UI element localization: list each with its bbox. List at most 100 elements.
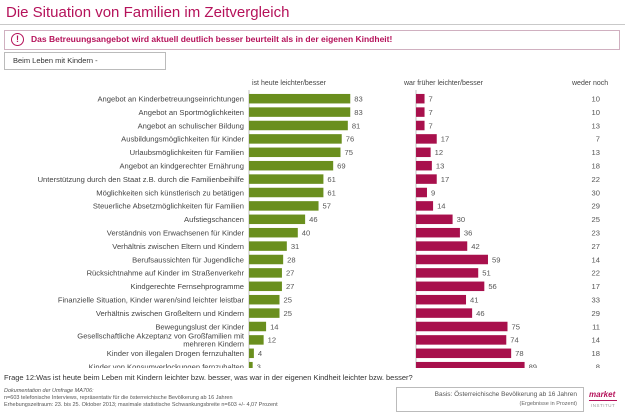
heute-value-label: 27 bbox=[286, 282, 294, 291]
category-label: Angebot an Kinderbetreuungseinrichtungen bbox=[97, 95, 244, 104]
bar-chart: Angebot an Kinderbetreuungseinrichtungen… bbox=[38, 90, 600, 369]
weder-value-label: 14 bbox=[592, 336, 600, 345]
category-label: Berufsaussichten für Jugendliche bbox=[132, 255, 244, 264]
logo-rule bbox=[589, 400, 617, 401]
heute-value-label: 46 bbox=[309, 215, 317, 224]
frueher-value-label: 51 bbox=[482, 269, 490, 278]
weder-value-label: 29 bbox=[592, 202, 600, 211]
category-label: Möglichkeiten sich künstlerisch zu betät… bbox=[96, 188, 244, 197]
category-label: Ausbildungsmöglichkeiten für Kinder bbox=[121, 135, 244, 144]
category-label: Angebot an Sportmöglichkeiten bbox=[138, 108, 244, 117]
frueher-bar bbox=[416, 214, 453, 225]
frueher-bar bbox=[416, 281, 485, 292]
frueher-value-label: 74 bbox=[510, 336, 518, 345]
weder-value-label: 23 bbox=[592, 229, 600, 238]
frueher-value-label: 46 bbox=[476, 309, 484, 318]
frueher-bar bbox=[416, 294, 467, 305]
frueher-bar bbox=[416, 120, 425, 131]
frueher-bar bbox=[416, 241, 468, 251]
heute-bar bbox=[249, 348, 254, 359]
frueher-value-label: 59 bbox=[492, 255, 500, 264]
heute-bar bbox=[249, 174, 324, 184]
frueher-bar bbox=[416, 201, 434, 211]
weder-value-label: 22 bbox=[592, 269, 600, 278]
weder-value-label: 18 bbox=[592, 162, 600, 171]
frueher-value-label: 7 bbox=[429, 108, 433, 117]
heute-bar bbox=[249, 134, 342, 144]
frueher-value-label: 56 bbox=[488, 282, 496, 291]
frueher-value-label: 12 bbox=[435, 148, 443, 157]
weder-value-label: 33 bbox=[592, 296, 600, 305]
weder-value-label: 7 bbox=[596, 135, 600, 144]
heute-bar bbox=[249, 120, 348, 131]
frueher-value-label: 9 bbox=[431, 188, 435, 197]
frueher-value-label: 17 bbox=[441, 175, 449, 184]
exclamation-icon: ! bbox=[11, 33, 24, 46]
heute-bar bbox=[249, 254, 284, 265]
weder-value-label: 22 bbox=[592, 175, 600, 184]
legend-weder: weder noch bbox=[572, 80, 609, 87]
category-label: Kinder von Konsumverlockungen fernzuhalt… bbox=[89, 363, 244, 369]
heute-bar bbox=[249, 335, 264, 345]
category-label: Urlaubsmöglichkeiten für Familien bbox=[130, 148, 244, 157]
legend-heute: ist heute leichter/besser bbox=[252, 80, 326, 87]
category-label: Bewegungslust der Kinder bbox=[155, 322, 244, 331]
heute-value-label: 83 bbox=[354, 95, 362, 104]
frueher-value-label: 13 bbox=[436, 162, 444, 171]
logo-wordmark: market bbox=[589, 390, 616, 399]
frueher-value-label: 42 bbox=[471, 242, 479, 251]
heute-bar bbox=[249, 308, 280, 318]
frueher-value-label: 36 bbox=[464, 229, 472, 238]
heute-bar bbox=[249, 321, 267, 332]
selector-value: Beim Leben mit Kindern - bbox=[13, 56, 98, 65]
heute-value-label: 40 bbox=[302, 229, 310, 238]
weder-value-label: 8 bbox=[596, 363, 600, 369]
frueher-bar bbox=[416, 361, 525, 368]
heute-bar bbox=[249, 294, 280, 305]
frueher-bar bbox=[416, 134, 437, 144]
category-label: Unterstützung durch den Staat z.B. durch… bbox=[38, 175, 244, 184]
frueher-bar bbox=[416, 187, 427, 198]
frueher-bar bbox=[416, 348, 512, 359]
frueher-bar bbox=[416, 160, 432, 171]
category-label: Gesellschaftliche Akzeptanz von Großfami… bbox=[77, 331, 245, 348]
heute-bar bbox=[249, 107, 351, 117]
heute-bar bbox=[249, 187, 324, 198]
heute-value-label: 12 bbox=[268, 336, 276, 345]
topic-selector[interactable]: Beim Leben mit Kindern - bbox=[4, 52, 166, 70]
doc-line-2: Erhebungszeitraum: 23. bis 25. Oktober 2… bbox=[4, 402, 278, 408]
frueher-value-label: 89 bbox=[529, 363, 537, 369]
weder-value-label: 30 bbox=[592, 188, 600, 197]
basis-box: Basis: Österreichische Bevölkerung ab 16… bbox=[396, 387, 584, 412]
basis-subtext: (Ergebnisse in Prozent) bbox=[519, 401, 577, 407]
weder-value-label: 10 bbox=[592, 95, 600, 104]
heute-value-label: 4 bbox=[258, 349, 262, 358]
market-logo: market INSTITUT bbox=[589, 386, 619, 414]
heute-value-label: 57 bbox=[323, 202, 331, 211]
category-label: Finanzielle Situation, Kinder waren/sind… bbox=[58, 296, 245, 305]
heute-bar bbox=[249, 93, 351, 104]
heute-bar bbox=[249, 281, 282, 292]
doc-heading: Dokumentation der Umfrage MA706: bbox=[4, 388, 94, 394]
heute-bar bbox=[249, 268, 282, 278]
frueher-value-label: 30 bbox=[457, 215, 465, 224]
weder-value-label: 29 bbox=[592, 309, 600, 318]
category-label: Rücksichtnahme auf Kinder im Straßenverk… bbox=[87, 269, 245, 278]
frueher-value-label: 7 bbox=[429, 121, 433, 130]
heute-bar bbox=[249, 361, 253, 368]
survey-question: Frage 12:Was ist heute beim Leben mit Ki… bbox=[4, 373, 413, 382]
weder-value-label: 10 bbox=[592, 108, 600, 117]
heute-value-label: 61 bbox=[327, 175, 335, 184]
weder-value-label: 14 bbox=[592, 255, 600, 264]
heute-value-label: 69 bbox=[337, 162, 345, 171]
heute-value-label: 75 bbox=[345, 148, 353, 157]
frueher-value-label: 17 bbox=[441, 135, 449, 144]
category-label: Kinder von illegalen Drogen fernzuhalten bbox=[107, 349, 244, 358]
frueher-bar bbox=[416, 254, 488, 265]
category-label: Angebot an schulischer Bildung bbox=[138, 121, 244, 130]
heute-bar bbox=[249, 147, 341, 158]
heute-bar bbox=[249, 201, 319, 211]
heute-value-label: 61 bbox=[327, 188, 335, 197]
heute-bar bbox=[249, 227, 298, 238]
weder-value-label: 17 bbox=[592, 282, 600, 291]
